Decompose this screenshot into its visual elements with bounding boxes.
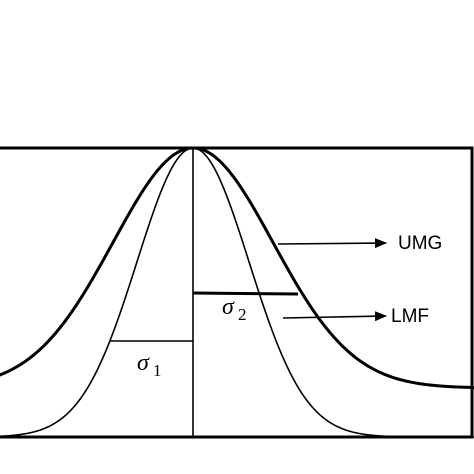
sigma1-subscript: 1 (153, 361, 162, 380)
upper-curve (0, 146, 474, 389)
sigma2-subscript: 2 (238, 305, 247, 324)
sigma2-line (192, 291, 299, 296)
lower-curve (0, 147, 474, 438)
lower-arrow (282, 311, 387, 322)
sigma1-symbol: σ (137, 350, 150, 376)
upper-arrow (277, 238, 387, 249)
lower-label: LMF (391, 306, 429, 327)
sigma2-symbol: σ (222, 294, 235, 320)
frame (0, 146, 474, 439)
upper-label: UMG (398, 233, 442, 254)
